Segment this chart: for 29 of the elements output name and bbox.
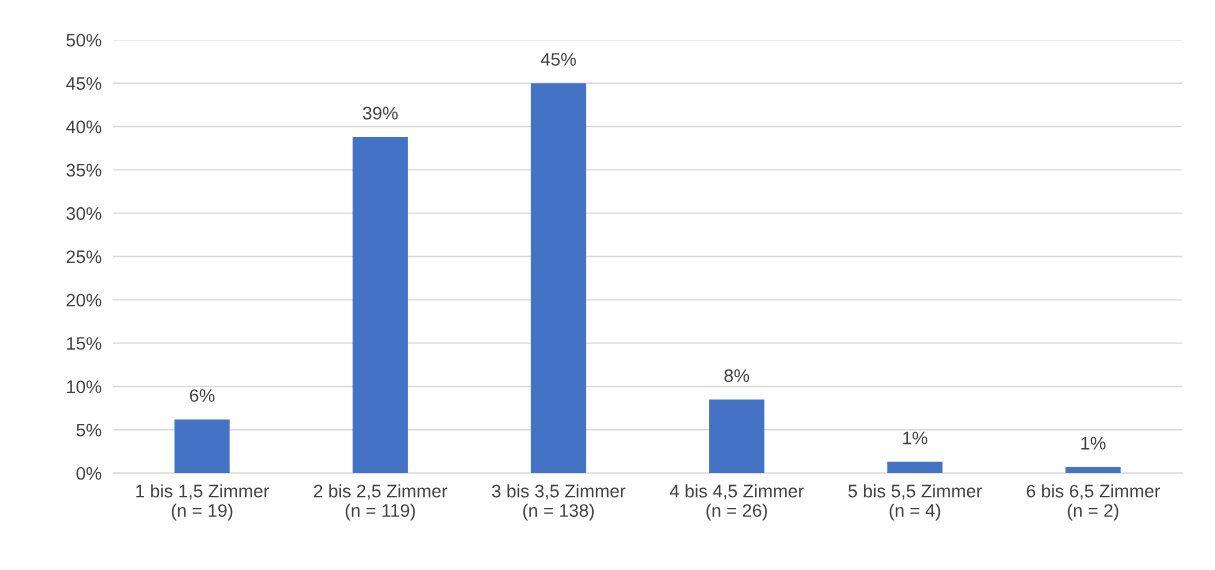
data-label: 39% [362,106,398,120]
x-tick-label: 4 bis 4,5 Zimmer (n = 26) [669,484,804,521]
y-tick-label: 50% [66,33,102,47]
y-tick-label: 20% [66,293,102,307]
data-label: 1% [1081,436,1106,450]
data-label: 45% [540,53,576,66]
data-label: 6% [189,389,215,402]
y-tick-label: 30% [66,207,102,220]
y-tick-label: 45% [66,77,102,90]
y-tick-label: 40% [66,120,102,134]
y-tick-label: 0% [76,467,102,480]
y-tick-label: 10% [67,380,102,394]
bar [530,83,587,474]
bar [1065,467,1121,474]
x-tick-label: 5 bis 5,5 Zimmer (n = 4) [848,484,982,521]
y-tick-label: 25% [66,250,102,264]
data-label: 8% [724,369,750,382]
bar [352,136,408,474]
bar [709,399,765,474]
y-tick-label: 15% [67,337,102,350]
x-tick-label: 1 bis 1,5 Zimmer (n = 19) [136,484,270,521]
data-label: 1% [903,431,928,445]
y-tick-label: 5% [76,423,102,437]
bar [174,419,230,474]
bar [887,461,943,474]
x-tick-label: 6 bis 6,5 Zimmer (n = 2) [1026,484,1161,521]
y-tick-label: 35% [66,163,102,177]
x-tick-label: 3 bis 3,5 Zimmer (n = 138) [491,484,626,521]
x-tick-label: 2 bis 2,5 Zimmer (n = 119) [313,484,448,521]
